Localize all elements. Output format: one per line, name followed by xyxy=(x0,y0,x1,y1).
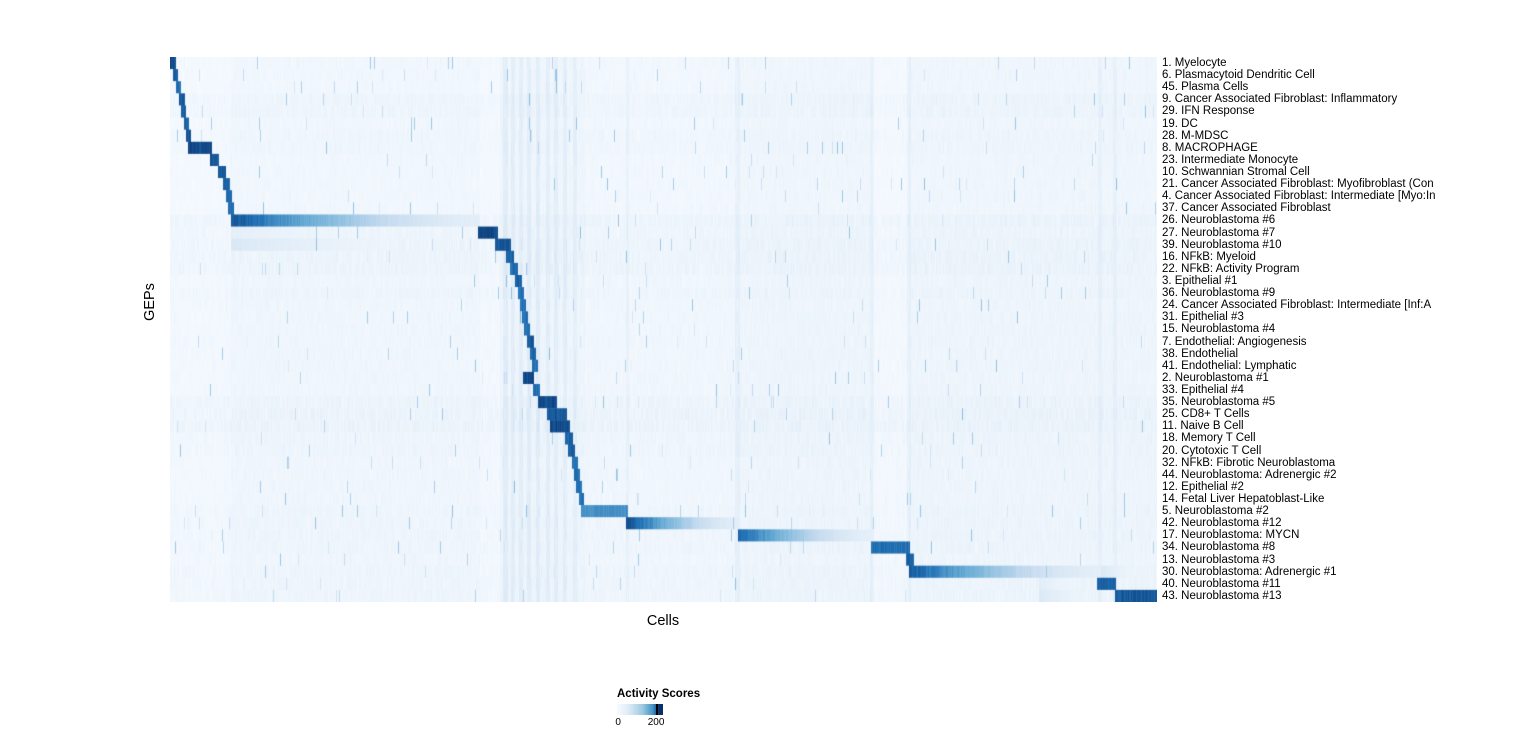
legend-min-label: 0 xyxy=(615,717,621,728)
row-label: 32. NFkB: Fibrotic Neuroblastoma xyxy=(1162,456,1336,469)
legend-tick-labels: 0 200 xyxy=(615,717,665,731)
row-label: 41. Endothelial: Lymphatic xyxy=(1162,359,1297,372)
row-label: 3. Epithelial #1 xyxy=(1162,275,1238,287)
row-label: 7. Endothelial: Angiogenesis xyxy=(1162,335,1307,348)
row-label: 44. Neuroblastoma: Adrenergic #2 xyxy=(1162,468,1337,481)
row-label: 6. Plasmacytoid Dendritic Cell xyxy=(1162,69,1315,82)
row-label: 18. Memory T Cell xyxy=(1162,432,1256,445)
row-label: 31. Epithelial #3 xyxy=(1162,311,1244,324)
row-label: 38. Endothelial xyxy=(1162,347,1239,360)
row-label: 43. Neuroblastoma #13 xyxy=(1162,589,1282,602)
row-label: 26. Neuroblastoma #6 xyxy=(1162,214,1276,227)
row-label: 28. M-MDSC xyxy=(1162,129,1229,142)
row-label: 24. Cancer Associated Fibroblast: Interm… xyxy=(1162,299,1432,312)
row-label: 9. Cancer Associated Fibroblast: Inflamm… xyxy=(1162,93,1398,106)
legend-title: Activity Scores xyxy=(617,688,701,700)
row-label: 22. NFkB: Activity Program xyxy=(1162,262,1300,275)
row-label: 16. NFkB: Myeloid xyxy=(1162,250,1256,263)
row-label: 29. IFN Response xyxy=(1162,105,1255,118)
row-label: 40. Neuroblastoma #11 xyxy=(1162,577,1281,590)
row-label: 8. MACROPHAGE xyxy=(1162,141,1258,154)
row-label: 33. Epithelial #4 xyxy=(1162,384,1244,396)
row-labels: 1. Myelocyte 6. Plasmacytoid Dendritic Ce… xyxy=(1162,57,1540,603)
row-label: 14. Fetal Liver Hepatoblast-Like xyxy=(1162,493,1325,505)
row-label: 1. Myelocyte xyxy=(1162,57,1227,69)
row-label: 23. Intermediate Monocyte xyxy=(1162,153,1299,166)
legend-colorbar xyxy=(617,704,663,715)
row-label: 12. Epithelial #2 xyxy=(1162,480,1244,493)
row-label: 4. Cancer Associated Fibroblast: Interme… xyxy=(1162,190,1436,203)
y-axis-title: GEPs xyxy=(142,283,158,321)
row-label: 39. Neuroblastoma #10 xyxy=(1162,238,1282,251)
row-label: 42. Neuroblastoma #12 xyxy=(1162,517,1282,530)
row-label: 2. Neuroblastoma #1 xyxy=(1162,371,1269,384)
row-label: 45. Plasma Cells xyxy=(1162,81,1249,94)
row-label: 17. Neuroblastoma: MYCN xyxy=(1162,529,1300,542)
row-label: 30. Neuroblastoma: Adrenergic #1 xyxy=(1162,565,1337,578)
legend-max-label: 200 xyxy=(647,717,665,728)
row-label: 15. Neuroblastoma #4 xyxy=(1162,323,1276,336)
row-label: 10. Schwannian Stromal Cell xyxy=(1162,166,1310,178)
legend-tick-line-icon xyxy=(656,704,658,715)
activity-scores-legend: Activity Scores 0 200 xyxy=(615,688,737,731)
row-label: 13. Neuroblastoma #3 xyxy=(1162,553,1276,566)
row-label: 27. Neuroblastoma #7 xyxy=(1162,226,1276,239)
x-axis-title: Cells xyxy=(646,613,680,629)
row-label: 19. DC xyxy=(1162,117,1198,130)
row-label: 11. Naive B Cell xyxy=(1162,420,1244,433)
row-label: 20. Cytotoxic T Cell xyxy=(1162,444,1262,457)
row-label: 37. Cancer Associated Fibroblast xyxy=(1162,202,1331,215)
row-label: 35. Neuroblastoma #5 xyxy=(1162,396,1276,409)
row-label: 36. Neuroblastoma #9 xyxy=(1162,287,1276,300)
row-label: 21. Cancer Associated Fibroblast: Myofib… xyxy=(1162,178,1434,191)
heatmap-canvas xyxy=(170,57,1157,602)
row-label: 34. Neuroblastoma #8 xyxy=(1162,541,1276,554)
row-label: 25. CD8+ T Cells xyxy=(1162,408,1250,421)
row-label: 5. Neuroblastoma #2 xyxy=(1162,505,1269,518)
